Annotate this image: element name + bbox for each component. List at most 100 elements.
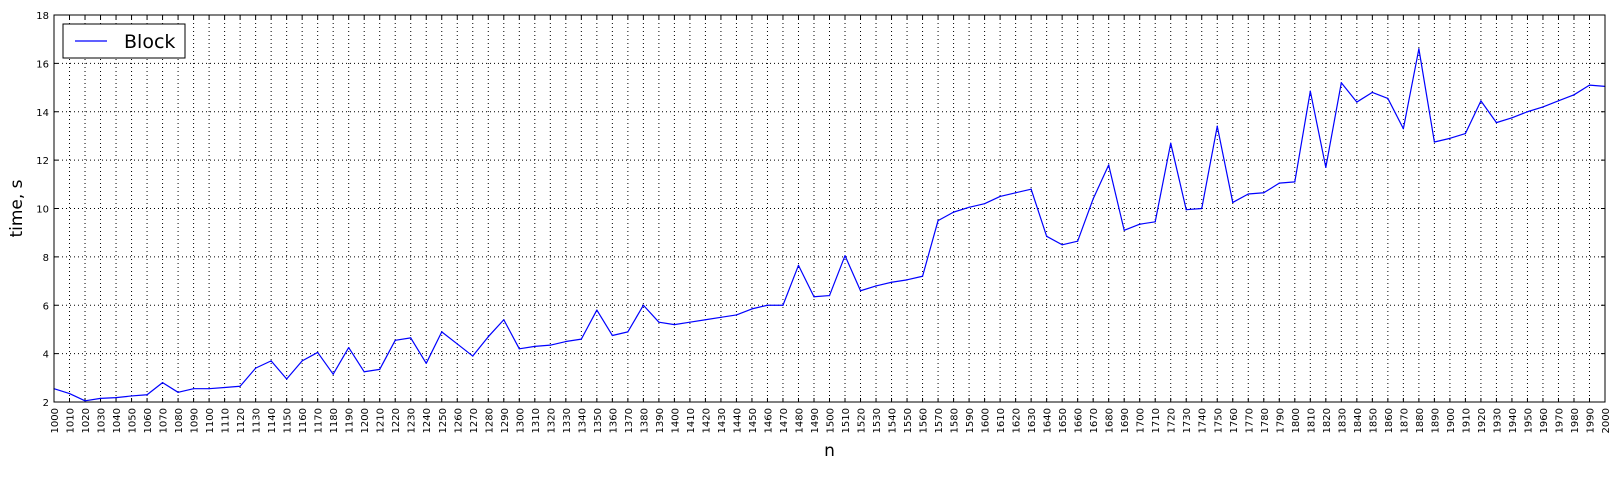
y-axis-label: time, s (7, 179, 27, 237)
data-point (859, 290, 862, 292)
x-tick-label: 1100 (205, 408, 216, 433)
data-point (487, 336, 489, 338)
x-tick-label: 1980 (1570, 408, 1581, 433)
data-point (472, 355, 474, 357)
data-point (673, 324, 676, 326)
x-tick-label: 1630 (1027, 408, 1038, 433)
data-point (720, 316, 722, 318)
data-point (379, 368, 381, 370)
x-tick-label: 1330 (562, 408, 573, 433)
x-tick-label: 1070 (159, 408, 170, 433)
x-tick-label: 1890 (1430, 408, 1441, 433)
data-point (735, 314, 738, 316)
data-point (921, 275, 924, 277)
x-tick-label: 1510 (841, 408, 852, 433)
x-tick-label: 1780 (1260, 408, 1271, 433)
x-tick-label: 1250 (438, 408, 449, 433)
x-tick-label: 1270 (469, 408, 480, 433)
x-tick-label: 1840 (1353, 408, 1364, 433)
x-tick-label: 1660 (1074, 408, 1085, 433)
x-tick-label: 1150 (283, 408, 294, 433)
x-tick-label: 1400 (670, 408, 681, 433)
data-point (844, 255, 846, 257)
data-point (503, 319, 505, 321)
data-point (1557, 100, 1560, 102)
data-point (937, 219, 939, 222)
x-tick-label: 1350 (593, 408, 604, 433)
x-tick-label: 1190 (345, 408, 356, 433)
x-tick-label: 1170 (314, 408, 325, 433)
data-point (828, 294, 831, 297)
data-point (999, 195, 1001, 198)
x-tick-label: 1640 (1043, 408, 1054, 433)
x-tick-label: 1440 (732, 408, 743, 433)
data-point (1108, 164, 1110, 166)
data-point (348, 346, 350, 349)
plot-frame (53, 14, 1606, 403)
data-point (1216, 125, 1218, 127)
x-tick-label: 1280 (484, 408, 495, 433)
x-tick-label: 1030 (97, 408, 108, 433)
data-point (1573, 94, 1575, 96)
data-point (906, 279, 908, 281)
data-point (425, 362, 427, 364)
data-point (580, 338, 582, 340)
data-point (890, 281, 893, 283)
data-point (363, 371, 365, 373)
data-point (1201, 207, 1203, 210)
x-tick-label: 1010 (66, 408, 77, 433)
x-tick-label: 1670 (1089, 408, 1100, 433)
data-point (286, 378, 288, 380)
x-tick-label: 1690 (1120, 408, 1131, 433)
x-tick-label: 1930 (1492, 408, 1503, 433)
data-point (1325, 166, 1327, 168)
data-point (1154, 221, 1156, 223)
data-point (1542, 106, 1544, 108)
x-tick-label: 1960 (1539, 408, 1550, 433)
x-tick-label: 1820 (1322, 408, 1333, 433)
x-tick-label: 1500 (826, 408, 837, 433)
data-point (875, 285, 877, 287)
x-tick-label: 1770 (1244, 408, 1255, 433)
x-tick-label: 1290 (500, 408, 511, 433)
x-tick-label: 1940 (1508, 408, 1519, 433)
x-tick-label: 1180 (329, 408, 340, 433)
x-tick-label: 1080 (174, 408, 185, 433)
x-tick-label: 1220 (391, 408, 402, 433)
x-tick-label: 1750 (1213, 408, 1224, 433)
data-point (813, 296, 815, 298)
x-tick-label: 1600 (981, 408, 992, 433)
y-tick-label: 12 (36, 156, 49, 167)
data-point (1464, 132, 1467, 135)
x-tick-label: 1760 (1229, 408, 1240, 433)
y-tick-label: 8 (43, 253, 49, 264)
data-point (99, 397, 102, 399)
data-point (518, 348, 520, 350)
x-tick-label: 1050 (128, 408, 139, 433)
data-point (1263, 192, 1265, 194)
data-point (1340, 82, 1342, 84)
data-point (208, 388, 210, 390)
data-point (1480, 100, 1482, 102)
x-tick-label: 1060 (143, 408, 154, 433)
data-point (1123, 229, 1125, 231)
data-point (192, 388, 195, 390)
data-point (115, 397, 117, 399)
data-point (456, 343, 458, 345)
x-tick-label: 1040 (112, 408, 123, 433)
x-tick-label: 1460 (763, 408, 774, 433)
data-point (611, 334, 613, 337)
x-tick-label: 1230 (407, 408, 418, 433)
data-point (239, 385, 241, 387)
x-tick-label: 1740 (1198, 408, 1209, 433)
x-tick-label: 1570 (934, 408, 945, 433)
x-tick-label: 1260 (453, 408, 464, 433)
y-tick-label: 6 (43, 301, 49, 312)
data-point (1185, 209, 1187, 211)
data-point (301, 360, 303, 362)
y-tick-label: 2 (43, 398, 49, 409)
data-point (1077, 240, 1079, 242)
data-point (161, 382, 164, 384)
data-point (1232, 201, 1234, 204)
data-point (1371, 91, 1373, 93)
